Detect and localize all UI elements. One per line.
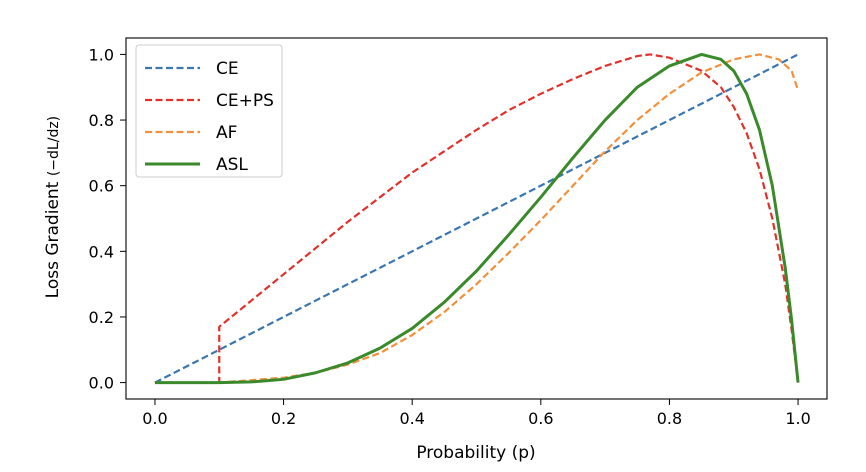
x-tick-label: 0.4 (399, 409, 424, 428)
x-tick-label: 0.6 (528, 409, 553, 428)
y-tick-label: 0.6 (89, 177, 114, 196)
legend-label-af: AF (216, 123, 237, 143)
legend-label-asl: ASL (216, 155, 248, 175)
y-tick-label: 0.2 (89, 308, 114, 327)
series-lines (154, 52, 800, 385)
plot-area-frame (125, 37, 828, 400)
legend-label-ce: CE (216, 59, 239, 79)
x-tick-label: 1.0 (785, 409, 810, 428)
legend-label-ce-ps: CE+PS (216, 91, 274, 111)
y-tick-label: 0.8 (89, 111, 114, 130)
y-axis-label: Loss Gradient (43, 181, 63, 298)
x-tick-label: 0.2 (271, 409, 296, 428)
series-line-ce (154, 53, 799, 384)
y-axis-label-group: Loss Gradient (−dL/dz) (43, 116, 63, 298)
series-line-asl (154, 52, 800, 385)
axis-ticks: 0.0 0.2 0.4 0.6 0.8 1.0 0.0 0.2 0.4 0.6 0.8 1.0 (89, 45, 811, 428)
x-axis-label: Probability (p) (416, 443, 535, 463)
y-axis-label-math: (−dL/dz) (46, 116, 62, 176)
y-tick-label: 0.0 (89, 374, 114, 393)
y-tick-label: 0.4 (89, 242, 114, 261)
x-tick-label: 0.8 (657, 409, 682, 428)
legend-box (135, 44, 283, 178)
y-tick-label: 1.0 (89, 45, 114, 64)
legend: CE CE+PS AF ASL (135, 44, 283, 178)
x-tick-label: 0.0 (142, 409, 167, 428)
series-line-ce-ps (154, 53, 800, 384)
